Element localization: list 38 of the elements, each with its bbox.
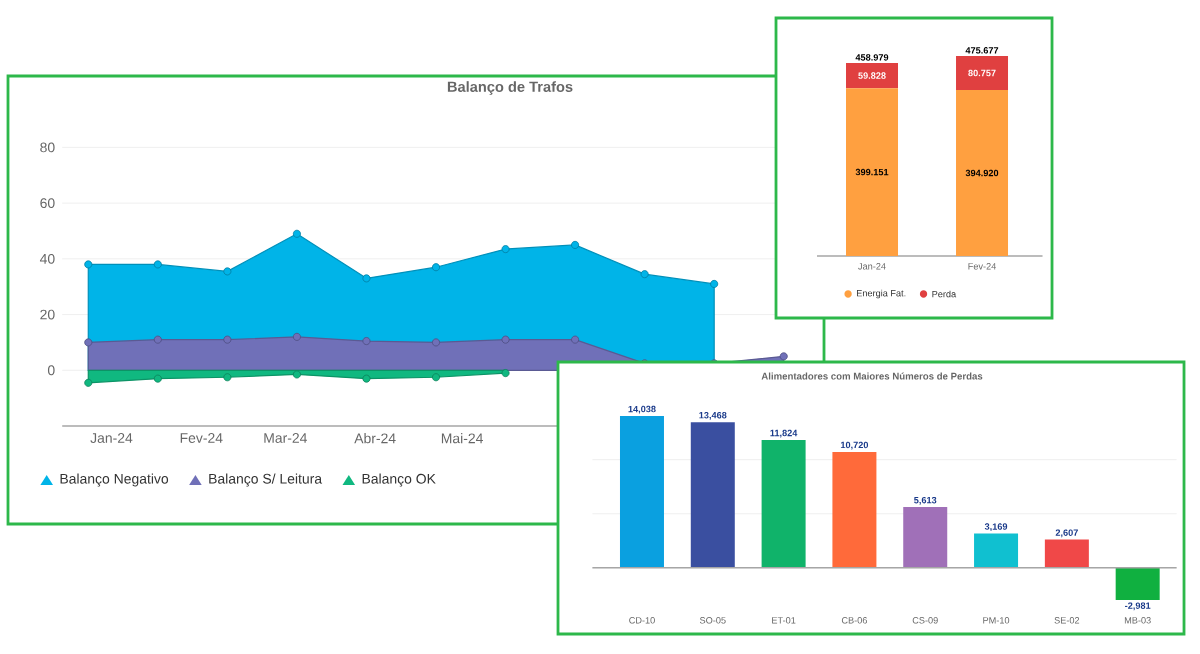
- bar: [974, 533, 1019, 568]
- bar: [832, 451, 877, 568]
- bar: [956, 56, 1009, 90]
- point: [432, 373, 440, 382]
- bar: [956, 89, 1009, 257]
- point: [153, 260, 162, 269]
- point: [223, 267, 232, 276]
- bar: [1115, 567, 1160, 601]
- point: [362, 337, 371, 346]
- point: [292, 332, 301, 341]
- bar: [761, 439, 806, 568]
- point: [84, 378, 93, 387]
- point: [501, 245, 510, 254]
- point: [153, 335, 162, 344]
- point: [640, 270, 649, 279]
- point: [571, 240, 580, 249]
- bar: [903, 507, 948, 568]
- point: [292, 370, 301, 379]
- point: [292, 229, 301, 238]
- point: [571, 335, 580, 344]
- bar: [846, 63, 899, 89]
- point: [84, 338, 93, 347]
- bar: [690, 422, 735, 568]
- point: [84, 260, 93, 269]
- point: [223, 335, 232, 344]
- bar: [1044, 539, 1089, 568]
- bar: [846, 88, 899, 257]
- point: [153, 374, 162, 383]
- point: [432, 263, 440, 272]
- point: [432, 338, 440, 347]
- point: [362, 374, 371, 383]
- point: [223, 373, 232, 382]
- point: [779, 352, 788, 361]
- point: [362, 274, 371, 283]
- bar: [619, 416, 664, 568]
- point: [501, 369, 510, 378]
- point: [501, 335, 510, 344]
- point: [710, 279, 719, 288]
